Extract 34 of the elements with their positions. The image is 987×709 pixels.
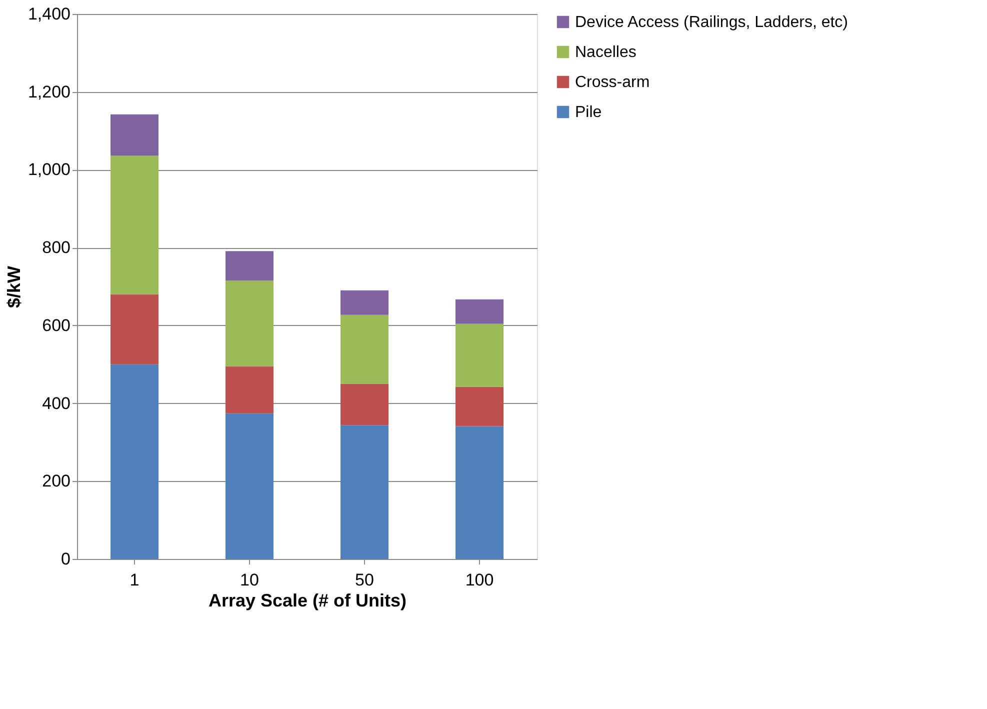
bar	[340, 290, 388, 315]
x-tick-label: 10	[240, 570, 259, 590]
legend-label: Cross-arm	[575, 74, 650, 91]
bar	[226, 280, 274, 366]
x-tick-label: 50	[355, 570, 374, 590]
y-axis-title: $/kW	[4, 266, 24, 308]
y-tick-label: 0	[61, 550, 70, 568]
bar	[456, 299, 504, 324]
y-tick-label: 600	[42, 316, 70, 335]
y-tick-label: 800	[42, 238, 70, 258]
bar	[110, 114, 158, 156]
x-axis-title: Array Scale (# of Units)	[208, 590, 407, 610]
bar	[456, 324, 504, 387]
y-tick-label: 400	[42, 394, 70, 413]
bar	[340, 425, 388, 559]
x-tick-label: 1	[130, 570, 140, 590]
y-tick-label: 200	[42, 472, 70, 491]
bar	[226, 413, 274, 559]
legend-label: Device Access (Railings, Ladders, etc)	[575, 14, 848, 31]
bar	[110, 364, 158, 559]
bar	[110, 156, 158, 294]
legend-label: Pile	[575, 104, 602, 121]
y-tick-label: 1,400	[28, 4, 70, 24]
y-tick-label: 1,000	[28, 160, 70, 180]
x-tick-label: 100	[465, 570, 494, 590]
legend-label: Nacelles	[575, 44, 636, 61]
bar	[456, 426, 504, 559]
y-tick-label: 1,200	[28, 82, 70, 102]
bar	[456, 386, 504, 426]
bar	[340, 384, 388, 426]
bar	[110, 294, 158, 364]
bar	[340, 314, 388, 384]
bar	[226, 251, 274, 281]
bar	[226, 366, 274, 414]
